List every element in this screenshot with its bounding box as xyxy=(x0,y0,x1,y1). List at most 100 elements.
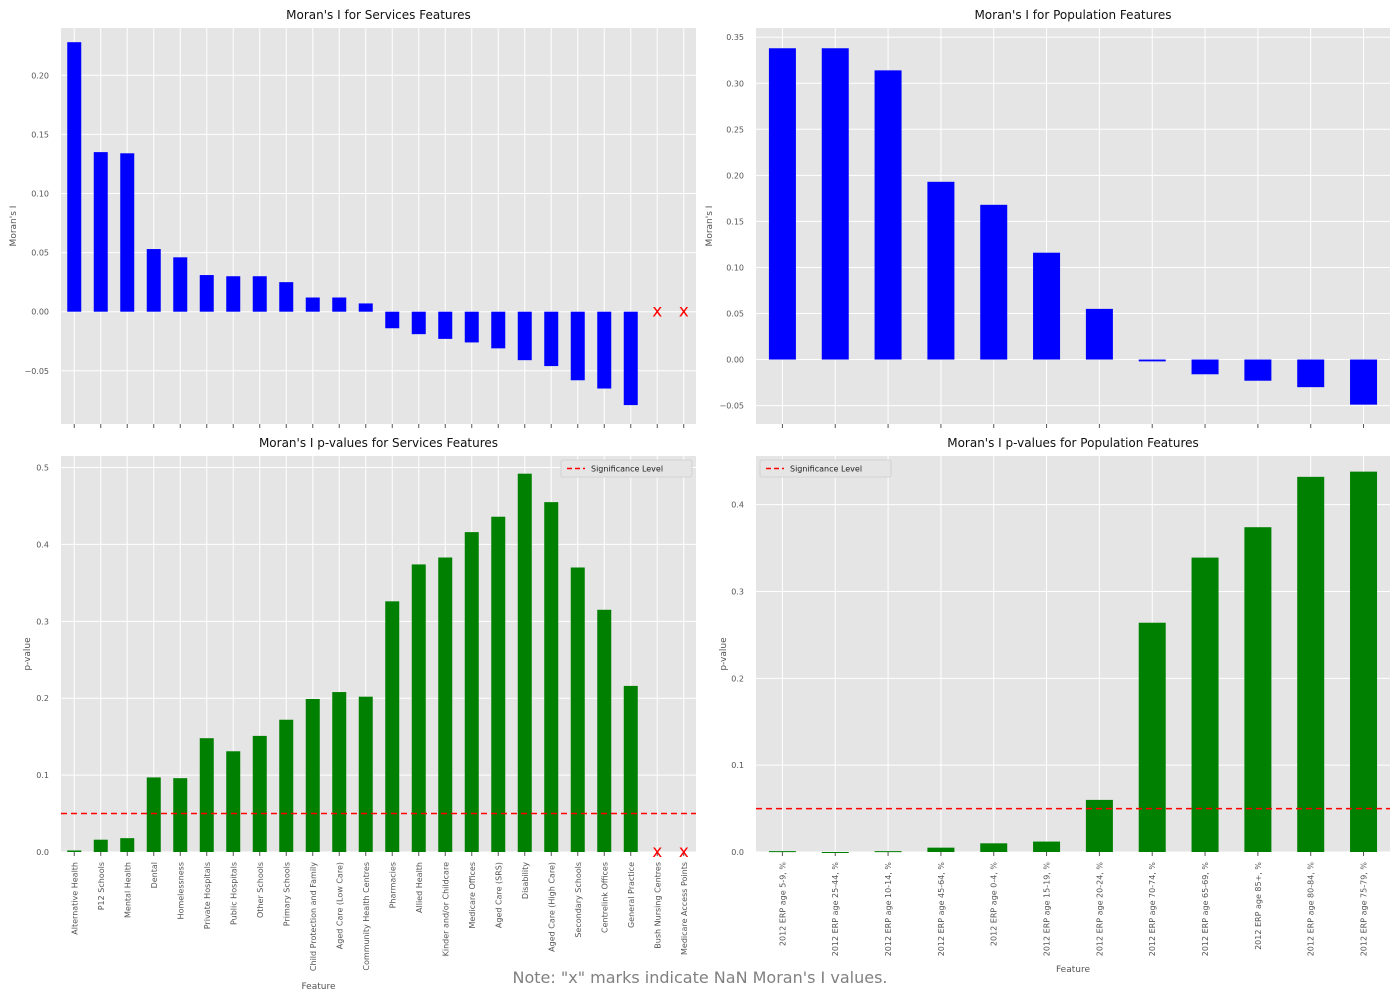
chart-title: Moran's I for Services Features xyxy=(286,8,471,22)
x-tick-label: 2012 ERP age 45-64, % xyxy=(937,862,946,957)
x-tick-label: Aged Care (High Care) xyxy=(547,862,556,952)
y-tick-label: −0.05 xyxy=(24,367,49,376)
bar-4 xyxy=(927,181,955,360)
bar-5 xyxy=(173,257,188,312)
bar-11 xyxy=(332,692,347,852)
y-axis-label: Moran's I xyxy=(9,206,19,247)
plot-area xyxy=(61,28,696,424)
bar-18 xyxy=(517,311,532,361)
plot-area xyxy=(756,28,1390,424)
bar-7 xyxy=(1085,308,1113,360)
figure-note: Note: "x" marks indicate NaN Moran's I v… xyxy=(512,968,888,987)
x-axis-label: Feature xyxy=(301,982,335,992)
nan-marker: x xyxy=(652,842,662,862)
x-tick-label: 2012 ERP age 5-9, % xyxy=(778,862,787,946)
bar-10 xyxy=(1244,359,1272,381)
bar-10 xyxy=(305,698,320,852)
bar-6 xyxy=(1033,841,1061,852)
x-tick-label: Allied Health xyxy=(415,862,424,913)
x-tick-label: 2012 ERP age 20-24, % xyxy=(1095,862,1104,957)
chart-panel-3: 0.0 0.1 0.2 0.3 0.4 0.5 x x Significance Level Al… xyxy=(23,436,696,992)
bar-3 xyxy=(874,851,902,853)
bar-2 xyxy=(821,48,849,360)
y-axis-label: Moran's I xyxy=(705,206,715,247)
x-tick-label: Mental Health xyxy=(123,862,132,918)
bar-3 xyxy=(874,70,902,360)
y-tick-label: 0.3 xyxy=(731,587,744,596)
bar-5 xyxy=(173,778,188,852)
x-axis-label: Feature xyxy=(1056,965,1090,975)
plot-area xyxy=(756,456,1390,852)
x-tick-label: Homelessness xyxy=(176,862,185,919)
y-tick-label: 0.05 xyxy=(726,309,744,318)
bar-14 xyxy=(411,564,426,852)
bar-11 xyxy=(1297,359,1325,388)
y-tick-label: 0.30 xyxy=(726,79,744,88)
x-tick-label: Other Schools xyxy=(256,862,265,918)
bar-2 xyxy=(93,152,108,312)
bar-1 xyxy=(768,851,796,853)
x-tick-label: 2012 ERP age 70-74, % xyxy=(1148,862,1157,957)
bar-9 xyxy=(1191,359,1219,375)
bar-4 xyxy=(146,777,161,852)
bar-7 xyxy=(226,751,241,852)
nan-marker: x xyxy=(652,302,662,322)
bar-7 xyxy=(1085,799,1113,852)
y-tick-label: 0.2 xyxy=(731,674,744,683)
bar-8 xyxy=(252,276,267,312)
bar-18 xyxy=(517,473,532,852)
bar-22 xyxy=(623,311,638,406)
x-tick-label: Secondary Schools xyxy=(574,862,583,938)
bar-12 xyxy=(358,696,373,852)
y-tick-label: 0.15 xyxy=(31,130,49,139)
y-tick-label: 0.1 xyxy=(36,771,49,780)
bar-15 xyxy=(438,557,453,852)
x-tick-label: Kinder and/or Childcare xyxy=(441,862,450,956)
bar-8 xyxy=(1138,359,1166,362)
bar-20 xyxy=(570,567,585,852)
y-tick-label: 0.4 xyxy=(36,540,49,549)
bar-6 xyxy=(199,275,214,312)
legend-box xyxy=(759,459,892,478)
bar-6 xyxy=(1033,252,1061,360)
chart-title: Moran's I p-values for Population Featur… xyxy=(947,436,1199,450)
x-tick-label: 2012 ERP age 25-44, % xyxy=(831,862,840,957)
y-tick-label: 0.25 xyxy=(726,125,744,134)
bar-19 xyxy=(544,502,559,852)
x-tick-label: Child Protection and Family xyxy=(309,862,318,971)
bar-6 xyxy=(199,738,214,852)
x-tick-label: Pharmacies xyxy=(388,862,397,908)
bar-20 xyxy=(570,311,585,381)
bar-9 xyxy=(1191,557,1219,852)
x-tick-label: 2012 ERP age 0-4, % xyxy=(990,862,999,946)
x-tick-label: Disability xyxy=(521,862,530,899)
bar-11 xyxy=(1297,476,1325,852)
bar-17 xyxy=(491,311,506,349)
y-axis-label: p-value xyxy=(719,637,729,671)
x-tick-label: Aged Care (Low Care) xyxy=(335,862,344,949)
chart-title: Moran's I for Population Features xyxy=(974,8,1171,22)
legend-box xyxy=(560,459,693,478)
y-tick-label: 0.10 xyxy=(31,189,49,198)
bar-1 xyxy=(67,42,82,312)
bar-4 xyxy=(927,847,955,852)
y-tick-label: 0.0 xyxy=(731,848,744,857)
y-tick-label: 0.5 xyxy=(36,464,49,473)
y-tick-label: 0.35 xyxy=(726,33,744,42)
bar-1 xyxy=(67,850,82,852)
x-tick-label: 2012 ERP age 10-14, % xyxy=(884,862,893,957)
x-tick-label: Dental xyxy=(150,862,159,888)
x-tick-label: Aged Care (SRS) xyxy=(494,862,503,928)
x-tick-label: 2012 ERP age 80-84, % xyxy=(1307,862,1316,957)
x-tick-label: Alternative Health xyxy=(70,862,79,935)
x-tick-label: Centrelink Offices xyxy=(600,862,609,933)
bar-19 xyxy=(544,311,559,367)
plot-area xyxy=(61,456,696,852)
bar-2 xyxy=(821,852,849,853)
x-tick-label: 2012 ERP age 85+, % xyxy=(1254,862,1263,950)
bar-14 xyxy=(411,311,426,335)
bar-8 xyxy=(1138,622,1166,852)
y-tick-label: 0.2 xyxy=(36,694,49,703)
bar-5 xyxy=(980,843,1008,852)
y-tick-label: 0.20 xyxy=(726,171,744,180)
